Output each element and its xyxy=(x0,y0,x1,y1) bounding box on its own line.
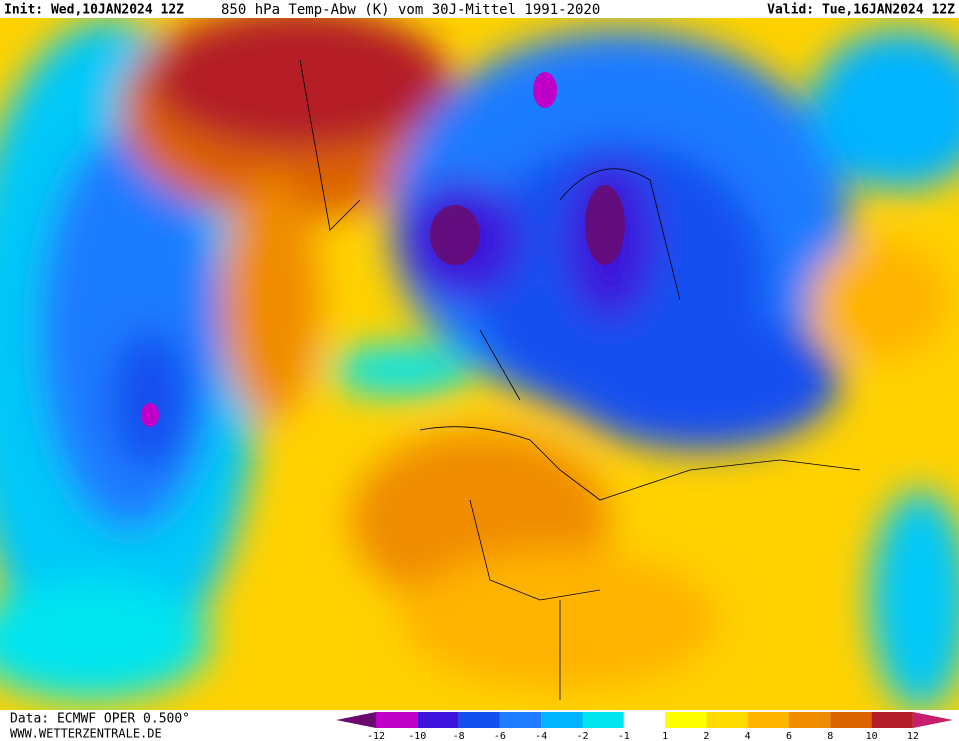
colorbar-label: 4 xyxy=(745,731,751,741)
colorbar: -12 -10 -8 -6 -4 -2 -1 1 2 4 6 8 10 12 xyxy=(336,712,953,741)
colorbar-label: -4 xyxy=(535,731,547,741)
colorbar-label: -10 xyxy=(408,731,426,741)
colorbar-segment xyxy=(871,712,913,728)
colorbar-label: 6 xyxy=(786,731,792,741)
colorbar-segment xyxy=(499,712,542,728)
colorbar-label: 1 xyxy=(662,731,668,741)
anomaly-map xyxy=(0,18,959,710)
colorbar-label: 12 xyxy=(907,731,919,741)
colorbar-label: 8 xyxy=(827,731,833,741)
colorbar-label: -12 xyxy=(367,731,385,741)
colorbar-segment xyxy=(417,712,459,728)
colorbar-segment xyxy=(541,712,583,728)
colorbar-segment xyxy=(665,712,707,728)
colorbar-label: 2 xyxy=(703,731,709,741)
data-source: Data: ECMWF OPER 0.500° xyxy=(10,712,190,727)
colorbar-arrow xyxy=(912,712,953,728)
init-time: Init: Wed,10JAN2024 12Z xyxy=(4,3,184,18)
colorbar-segment xyxy=(747,712,789,728)
colorbar-segment xyxy=(582,712,624,728)
colorbar-label: -1 xyxy=(618,731,630,741)
colorbar-segment xyxy=(458,712,500,728)
website: WWW.WETTERZENTRALE.DE xyxy=(10,727,162,741)
coastlines xyxy=(299,59,861,700)
colorbar-segment xyxy=(376,712,418,728)
colorbar-label: -6 xyxy=(494,731,506,741)
valid-time: Valid: Tue,16JAN2024 12Z xyxy=(767,3,955,18)
colorbar-label: -8 xyxy=(453,731,465,741)
colorbar-segment xyxy=(706,712,748,728)
colorbar-segment xyxy=(830,712,872,728)
colorbar-arrow xyxy=(336,712,376,728)
colorbar-segment xyxy=(623,712,666,728)
colorbar-label: -2 xyxy=(576,731,588,741)
colorbar-segment xyxy=(789,712,831,728)
colorbar-label: 10 xyxy=(866,731,878,741)
map-title: 850 hPa Temp-Abw (K) vom 30J-Mittel 1991… xyxy=(221,2,600,18)
